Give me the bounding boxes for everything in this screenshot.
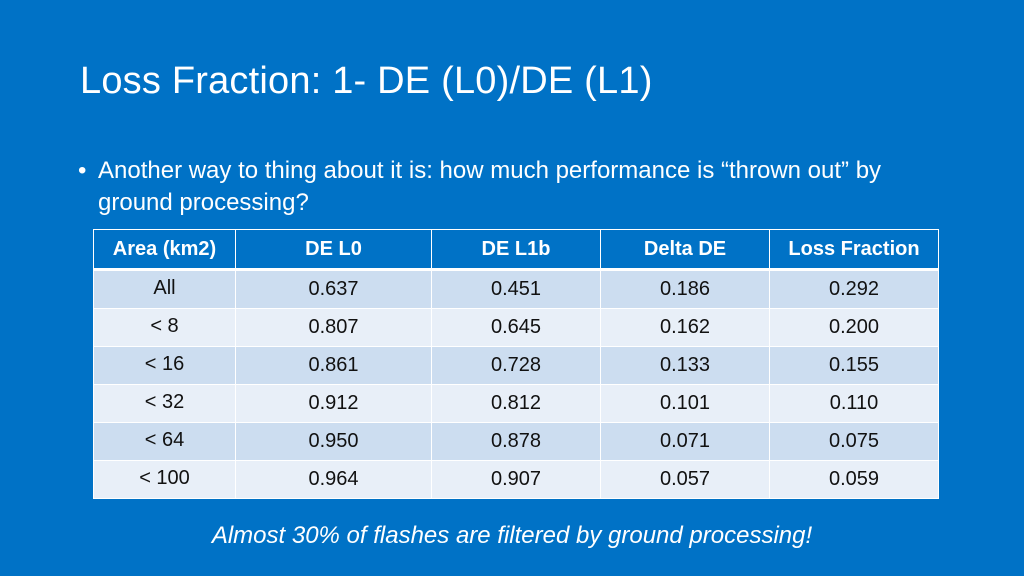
cell-de-l0: 0.964 — [235, 460, 432, 499]
header-delta-de: Delta DE — [600, 229, 770, 271]
cell-delta-de: 0.162 — [600, 308, 770, 347]
cell-delta-de: 0.071 — [600, 422, 770, 461]
cell-area: < 64 — [93, 422, 236, 461]
cell-area: All — [93, 269, 236, 309]
cell-loss-fraction: 0.075 — [769, 422, 939, 461]
cell-loss-fraction: 0.059 — [769, 460, 939, 499]
table-row: < 100 0.964 0.907 0.057 0.059 — [93, 460, 939, 499]
cell-de-l1b: 0.451 — [431, 269, 601, 309]
cell-loss-fraction: 0.155 — [769, 346, 939, 385]
cell-delta-de: 0.186 — [600, 269, 770, 309]
table-row: < 8 0.807 0.645 0.162 0.200 — [93, 308, 939, 347]
cell-de-l0: 0.637 — [235, 269, 432, 309]
cell-delta-de: 0.101 — [600, 384, 770, 423]
header-loss-fraction: Loss Fraction — [769, 229, 939, 271]
cell-de-l1b: 0.812 — [431, 384, 601, 423]
cell-de-l0: 0.950 — [235, 422, 432, 461]
table-row: < 64 0.950 0.878 0.071 0.075 — [93, 422, 939, 461]
cell-de-l1b: 0.728 — [431, 346, 601, 385]
cell-area: < 32 — [93, 384, 236, 423]
cell-de-l1b: 0.878 — [431, 422, 601, 461]
bullet-text: Another way to thing about it is: how mu… — [98, 157, 882, 216]
bullet-list: • Another way to thing about it is: how … — [76, 155, 956, 219]
header-de-l1b: DE L1b — [431, 229, 601, 271]
bullet-marker: • — [78, 157, 87, 184]
table-row: < 16 0.861 0.728 0.133 0.155 — [93, 346, 939, 385]
slide-title: Loss Fraction: 1- DE (L0)/DE (L1) — [80, 60, 653, 102]
cell-loss-fraction: 0.292 — [769, 269, 939, 309]
cell-area: < 100 — [93, 460, 236, 499]
cell-de-l1b: 0.907 — [431, 460, 601, 499]
cell-area: < 16 — [93, 346, 236, 385]
header-de-l0: DE L0 — [235, 229, 432, 271]
data-table: Area (km2) DE L0 DE L1b Delta DE Loss Fr… — [93, 229, 939, 499]
cell-loss-fraction: 0.110 — [769, 384, 939, 423]
cell-area: < 8 — [93, 308, 236, 347]
conclusion-note: Almost 30% of flashes are filtered by gr… — [211, 522, 813, 549]
cell-de-l0: 0.807 — [235, 308, 432, 347]
bullet-item: • Another way to thing about it is: how … — [76, 155, 956, 219]
header-area: Area (km2) — [93, 229, 236, 271]
table-row: < 32 0.912 0.812 0.101 0.110 — [93, 384, 939, 423]
table-row: All 0.637 0.451 0.186 0.292 — [93, 269, 939, 309]
cell-delta-de: 0.057 — [600, 460, 770, 499]
table-header-row: Area (km2) DE L0 DE L1b Delta DE Loss Fr… — [93, 229, 939, 271]
cell-de-l1b: 0.645 — [431, 308, 601, 347]
data-table-container: Area (km2) DE L0 DE L1b Delta DE Loss Fr… — [93, 229, 939, 499]
cell-delta-de: 0.133 — [600, 346, 770, 385]
cell-de-l0: 0.912 — [235, 384, 432, 423]
cell-de-l0: 0.861 — [235, 346, 432, 385]
cell-loss-fraction: 0.200 — [769, 308, 939, 347]
